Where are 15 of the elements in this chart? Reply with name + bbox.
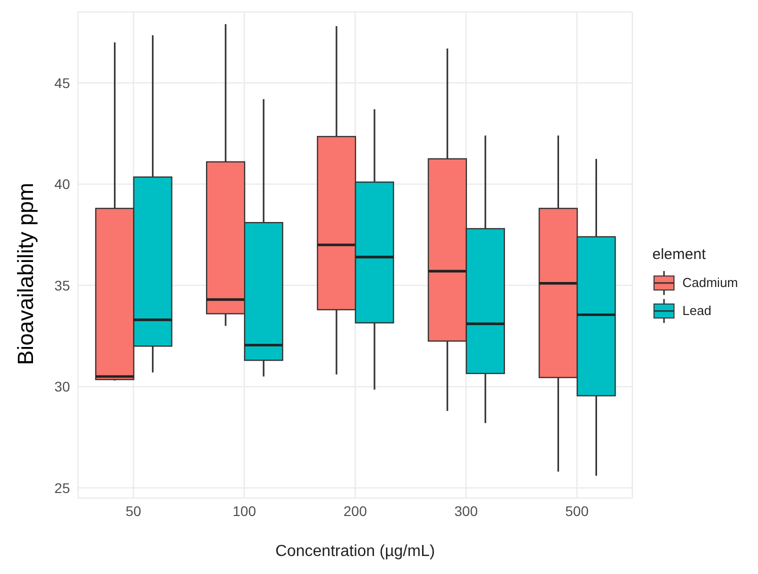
x-tick-label: 100: [232, 502, 256, 519]
x-tick-label: 50: [126, 502, 142, 519]
x-tick-label: 200: [344, 502, 368, 519]
x-tick-label: 500: [565, 502, 589, 519]
y-tick-label: 40: [54, 176, 70, 192]
y-tick-label: 45: [54, 74, 70, 91]
x-tick-label: 300: [454, 502, 478, 519]
legend-label: Cadmium: [682, 275, 738, 290]
legend-label: Lead: [682, 303, 712, 318]
x-axis-title: Concentration (µg/mL): [275, 543, 435, 560]
y-axis-title: Bioavailability ppm: [12, 182, 38, 365]
y-tick-label: 25: [54, 480, 70, 496]
y-tick-label: 35: [54, 277, 70, 294]
legend-title: element: [652, 246, 707, 262]
y-tick-label: 30: [54, 378, 70, 395]
